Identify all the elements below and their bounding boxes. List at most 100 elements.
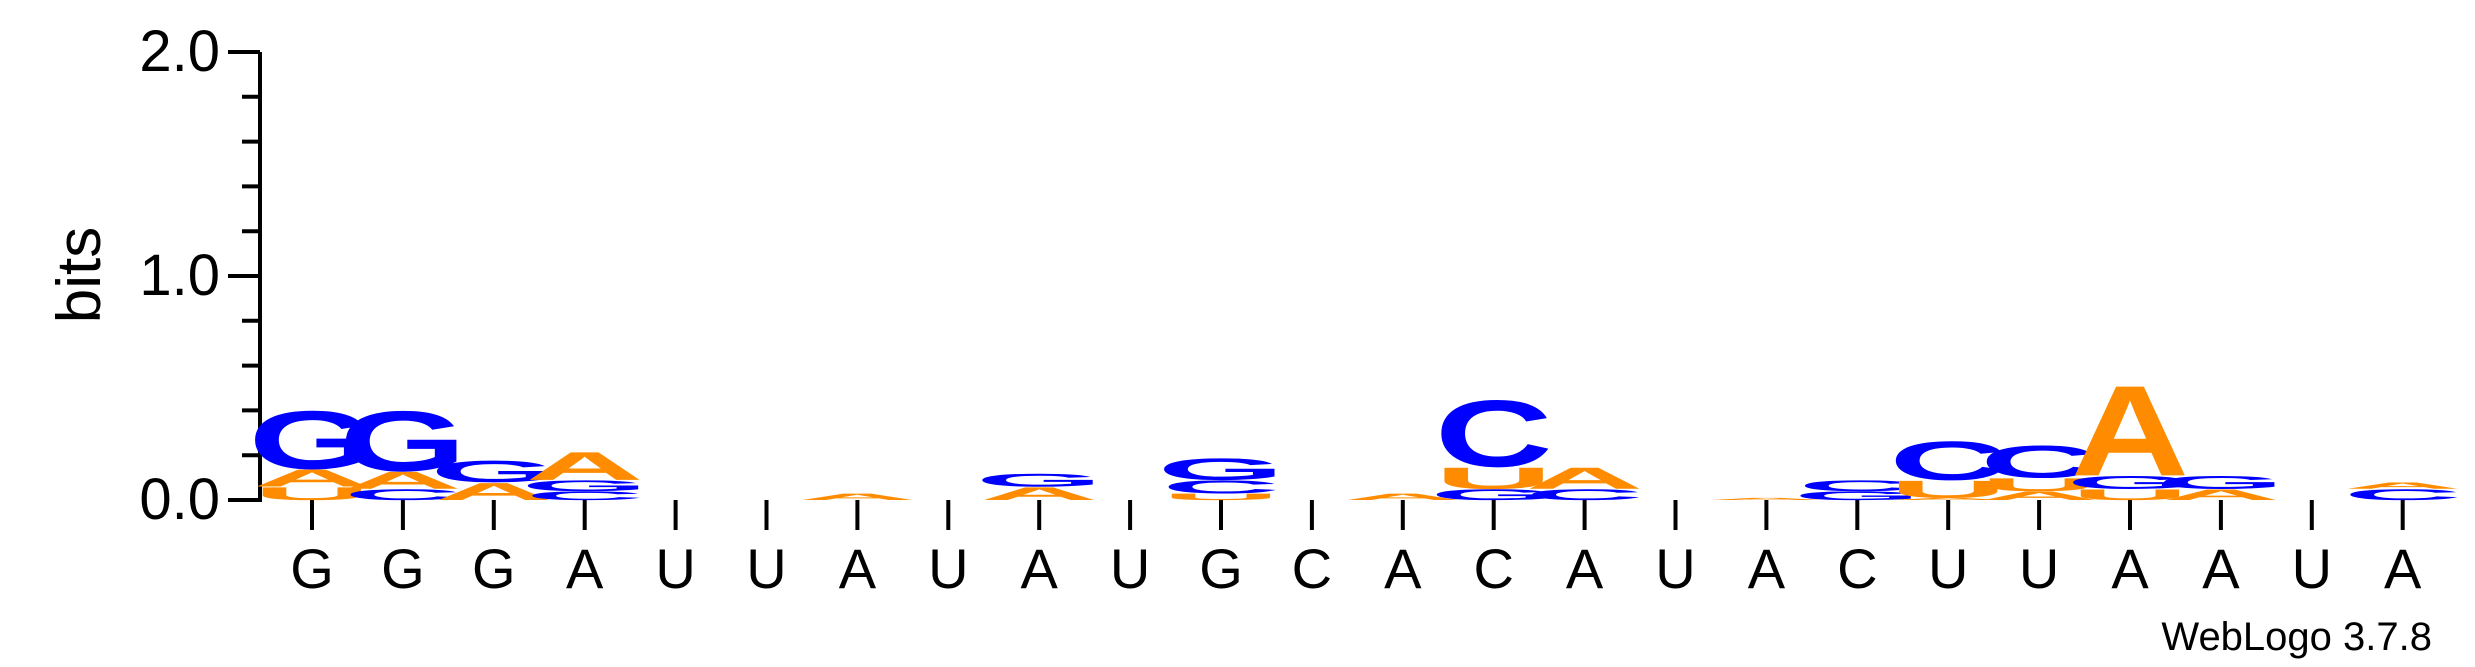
logo-letter-glyph: U — [253, 483, 371, 504]
logo-letter-U: U — [1162, 492, 1280, 502]
logo-letter-C: C — [1889, 430, 2007, 492]
x-tick-label: U — [655, 537, 695, 600]
logo-letter-A: A — [1344, 492, 1462, 502]
logo-letter-G: G — [248, 395, 375, 487]
logo-letter-glyph: G — [1430, 486, 1557, 503]
y-tick-label: 1.0 — [139, 243, 220, 308]
x-tick-label: A — [566, 537, 604, 600]
x-tick-label: U — [928, 537, 968, 600]
logo-letter-C: C — [1798, 477, 1916, 494]
y-tick-label: 0.0 — [139, 467, 220, 532]
logo-letter-glyph: G — [430, 454, 557, 488]
logo-letter-C: C — [1526, 486, 1644, 503]
logo-letter-C: C — [2344, 486, 2462, 503]
x-tick-label: U — [1110, 537, 1150, 600]
logo-letter-glyph: U — [2071, 486, 2189, 503]
logo-letter-glyph: U — [1889, 476, 2007, 503]
logo-letter-glyph: G — [521, 477, 648, 494]
x-tick-label: A — [2111, 537, 2149, 600]
logo-letter-glyph: A — [1707, 497, 1825, 500]
x-tick-label: G — [1199, 537, 1243, 600]
logo-letter-U: U — [1980, 474, 2098, 495]
x-tick-label: G — [290, 537, 334, 600]
logo-letter-C: C — [344, 486, 462, 503]
logo-letter-G: G — [521, 477, 648, 494]
logo-letter-C: C — [1980, 436, 2098, 487]
logo-letter-glyph: A — [1526, 461, 1644, 495]
logo-letter-glyph: C — [526, 489, 644, 503]
logo-letter-A: A — [435, 478, 553, 505]
x-tick-label: U — [746, 537, 786, 600]
logo-letter-A: A — [798, 492, 916, 502]
logo-letter-glyph: A — [526, 444, 644, 489]
x-tick-label: U — [2292, 537, 2332, 600]
logo-letter-U: U — [253, 483, 371, 504]
logo-letter-G: G — [1430, 486, 1557, 503]
logo-letter-glyph: A — [1980, 489, 2098, 503]
x-tick-label: G — [472, 537, 516, 600]
logo-letter-glyph: C — [1798, 477, 1916, 494]
logo-letter-G: G — [2157, 472, 2284, 493]
logo-letter-glyph: C — [1435, 381, 1553, 487]
logo-letter-G: G — [1157, 452, 1284, 486]
logo-letter-C: C — [1162, 477, 1280, 498]
x-tick-label: C — [1473, 537, 1513, 600]
logo-letter-glyph: G — [339, 393, 466, 489]
logo-letter-glyph: C — [1162, 477, 1280, 498]
x-tick-label: A — [839, 537, 877, 600]
logo-letter-glyph: A — [798, 492, 916, 502]
logo-letter-A: A — [1707, 497, 1825, 500]
logo-letter-glyph: A — [1889, 497, 2007, 500]
logo-letter-G: G — [1794, 489, 1921, 503]
logo-letter-glyph: G — [2157, 472, 2284, 493]
x-tick-label: A — [2384, 537, 2422, 600]
x-tick-label: A — [1566, 537, 1604, 600]
logo-letter-glyph: A — [344, 467, 462, 494]
axis-layer: 0.0 1.0 2.0 — [139, 19, 2405, 532]
logo-letter-A: A — [1526, 461, 1644, 495]
logo-letter-A: A — [980, 483, 1098, 504]
logo-letter-A: A — [1980, 489, 2098, 503]
x-tick-label: A — [1384, 537, 1422, 600]
logo-letter-glyph: U — [1980, 474, 2098, 495]
x-tick-label: C — [1292, 537, 1332, 600]
logo-letter-glyph: C — [1526, 486, 1644, 503]
logo-letter-glyph: A — [2071, 360, 2189, 504]
x-tick-label: A — [1021, 537, 1059, 600]
logo-letter-glyph: U — [1435, 461, 1553, 495]
logo-letter-glyph: C — [2344, 486, 2462, 503]
logo-letter-glyph: A — [980, 483, 1098, 504]
logo-letter-glyph: G — [976, 470, 1103, 491]
x-tick-label: C — [1837, 537, 1877, 600]
logo-letter-glyph: A — [2162, 486, 2280, 503]
logo-letter-A: A — [2071, 360, 2189, 504]
logo-letter-glyph: G — [248, 395, 375, 487]
logo-letter-glyph: A — [1344, 492, 1462, 502]
logo-letter-G: G — [2066, 472, 2193, 493]
logo-letter-glyph: C — [1889, 430, 2007, 492]
logo-letter-A: A — [2344, 480, 2462, 490]
logo-letter-U: U — [2071, 486, 2189, 503]
logo-letter-A: A — [1889, 497, 2007, 500]
logo-letter-G: G — [976, 470, 1103, 491]
x-tick-label: G — [381, 537, 425, 600]
logo-letter-A: A — [344, 467, 462, 494]
y-axis-label: bits — [45, 227, 114, 323]
x-tick-label: U — [1928, 537, 1968, 600]
logo-letter-glyph: U — [1162, 492, 1280, 502]
logo-letter-U: U — [1889, 476, 2007, 503]
logo-letter-G: G — [430, 454, 557, 488]
logo-letter-C: C — [1435, 381, 1553, 487]
logo-letter-glyph: G — [1794, 489, 1921, 503]
logo-letter-glyph: G — [1157, 452, 1284, 486]
logo-letter-G: G — [339, 393, 466, 489]
logo-letter-glyph: G — [2066, 472, 2193, 493]
logo-letter-C: C — [526, 489, 644, 503]
logo-letter-glyph: C — [1980, 436, 2098, 487]
x-tick-label: U — [2019, 537, 2059, 600]
x-tick-label: A — [1748, 537, 1786, 600]
logo-letter-U: U — [1435, 461, 1553, 495]
